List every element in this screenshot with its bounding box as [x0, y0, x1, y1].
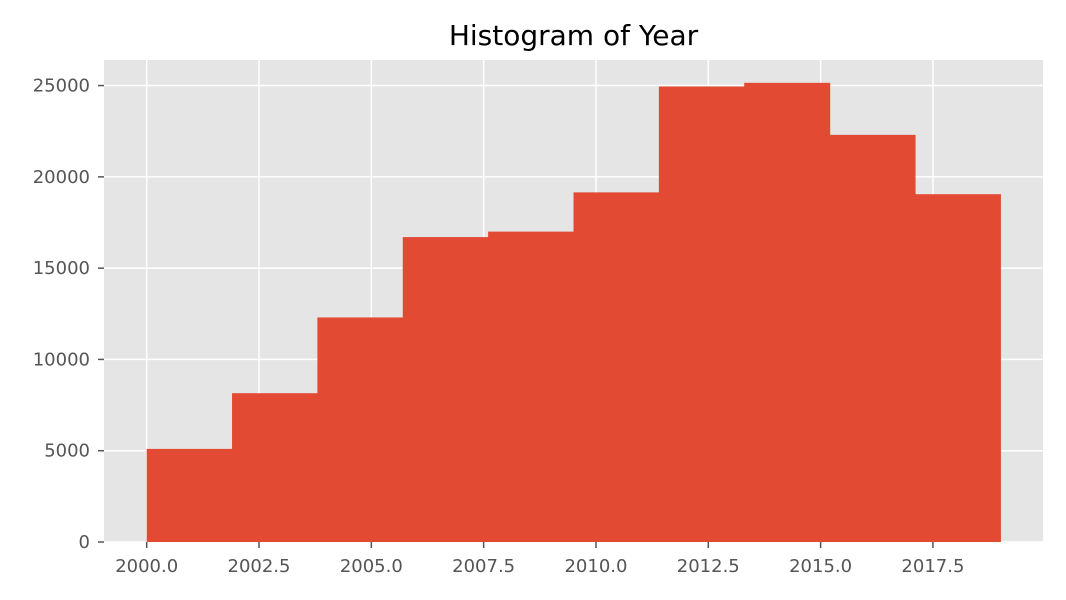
x-tick-label: 2015.0 — [789, 556, 852, 577]
histogram-bar-8 — [744, 82, 831, 543]
x-tick-label: 2007.5 — [452, 556, 515, 577]
histogram-bar-6 — [573, 192, 660, 542]
histogram-bar-2 — [232, 393, 319, 542]
x-axis-ticks: 2000.0 2002.5 2005.0 2007.5 2010.0 2012.5 2015… — [115, 542, 964, 577]
x-tick-label: 2002.5 — [228, 556, 291, 577]
y-tick-label: 20000 — [33, 167, 90, 188]
histogram-bar-3 — [317, 317, 404, 542]
histogram-bar-1 — [146, 448, 233, 542]
histogram-bars — [146, 82, 1001, 543]
x-tick-label: 2010.0 — [564, 556, 627, 577]
histogram-bar-4 — [402, 237, 489, 542]
histogram-bar-5 — [488, 231, 575, 542]
histogram-bar-10 — [914, 194, 1001, 542]
histogram-bar-7 — [658, 86, 745, 543]
x-tick-label: 2012.5 — [677, 556, 740, 577]
y-tick-label: 10000 — [33, 349, 90, 370]
x-tick-label: 2005.0 — [340, 556, 403, 577]
x-tick-label: 2017.5 — [901, 556, 964, 577]
y-tick-label: 15000 — [33, 258, 90, 279]
y-tick-label: 25000 — [33, 76, 90, 97]
chart-title: Histogram of Year — [449, 19, 699, 52]
histogram-bar-9 — [829, 134, 916, 542]
y-axis-ticks: 0 5000 10000 15000 20000 25000 — [33, 76, 104, 553]
y-tick-label: 0 — [79, 532, 90, 553]
x-tick-label: 2000.0 — [115, 556, 178, 577]
y-tick-label: 5000 — [44, 441, 90, 462]
